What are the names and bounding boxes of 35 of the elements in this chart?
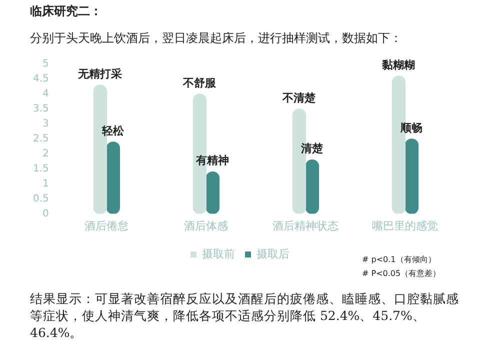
bar — [192, 94, 207, 214]
annotation: 轻松 — [101, 124, 126, 138]
legend-label: 摄取后 — [256, 247, 290, 260]
x-tick-label: 酒后精神状态 — [272, 219, 339, 232]
annotation: 黏糊糊 — [381, 58, 416, 72]
annotation: 顺畅 — [400, 121, 423, 134]
y-tick-label: 2.5 — [32, 133, 49, 144]
annotation: 有精神 — [195, 154, 230, 168]
bar — [404, 138, 419, 214]
x-tick-label: 酒后体感 — [184, 219, 228, 232]
y-tick-label: 0.5 — [32, 193, 49, 204]
x-tick-label: 嘴巴里的感觉 — [372, 219, 438, 232]
y-tick-label: 0 — [42, 208, 49, 220]
y-tick-label: 1.5 — [32, 163, 49, 174]
y-tick-label: 3 — [42, 118, 49, 130]
annotation: 清楚 — [300, 142, 324, 156]
chart-title: 临床研究二： — [30, 3, 102, 20]
annotation: 不舒服 — [182, 76, 218, 90]
y-tick-label: 4 — [42, 88, 49, 100]
x-tick-label: 酒后倦怠 — [84, 219, 129, 232]
chart-subtitle: 分别于头天晚上饮酒后，翌日凌晨起床后，进行抽样测试，数据如下： — [30, 30, 402, 47]
annotation: 不清楚 — [282, 91, 317, 104]
legend-label: 摄取前 — [202, 247, 235, 260]
y-tick-label: 2 — [42, 148, 49, 160]
bar — [305, 160, 320, 214]
text: # P<0.05（有意差） — [362, 268, 441, 279]
y-tick-label: 1 — [42, 178, 49, 190]
y-tick-label: 3.5 — [32, 104, 49, 115]
text: 结果显示：可显著改善宿醉反应以及酒醒后的疲倦感、瞌睡感、口腔黏腻感等症状，使人神清气爽，降低各项不适感分别降低 52.4%、45.7%、46.4%。 — [30, 290, 460, 341]
text: # p<0.1（有倾向） — [362, 254, 436, 265]
bar — [206, 172, 220, 214]
annotation: 无精打采 — [77, 67, 122, 80]
bar — [106, 142, 120, 214]
y-tick-label: 4.5 — [32, 74, 49, 85]
y-tick-label: 5 — [42, 58, 49, 70]
